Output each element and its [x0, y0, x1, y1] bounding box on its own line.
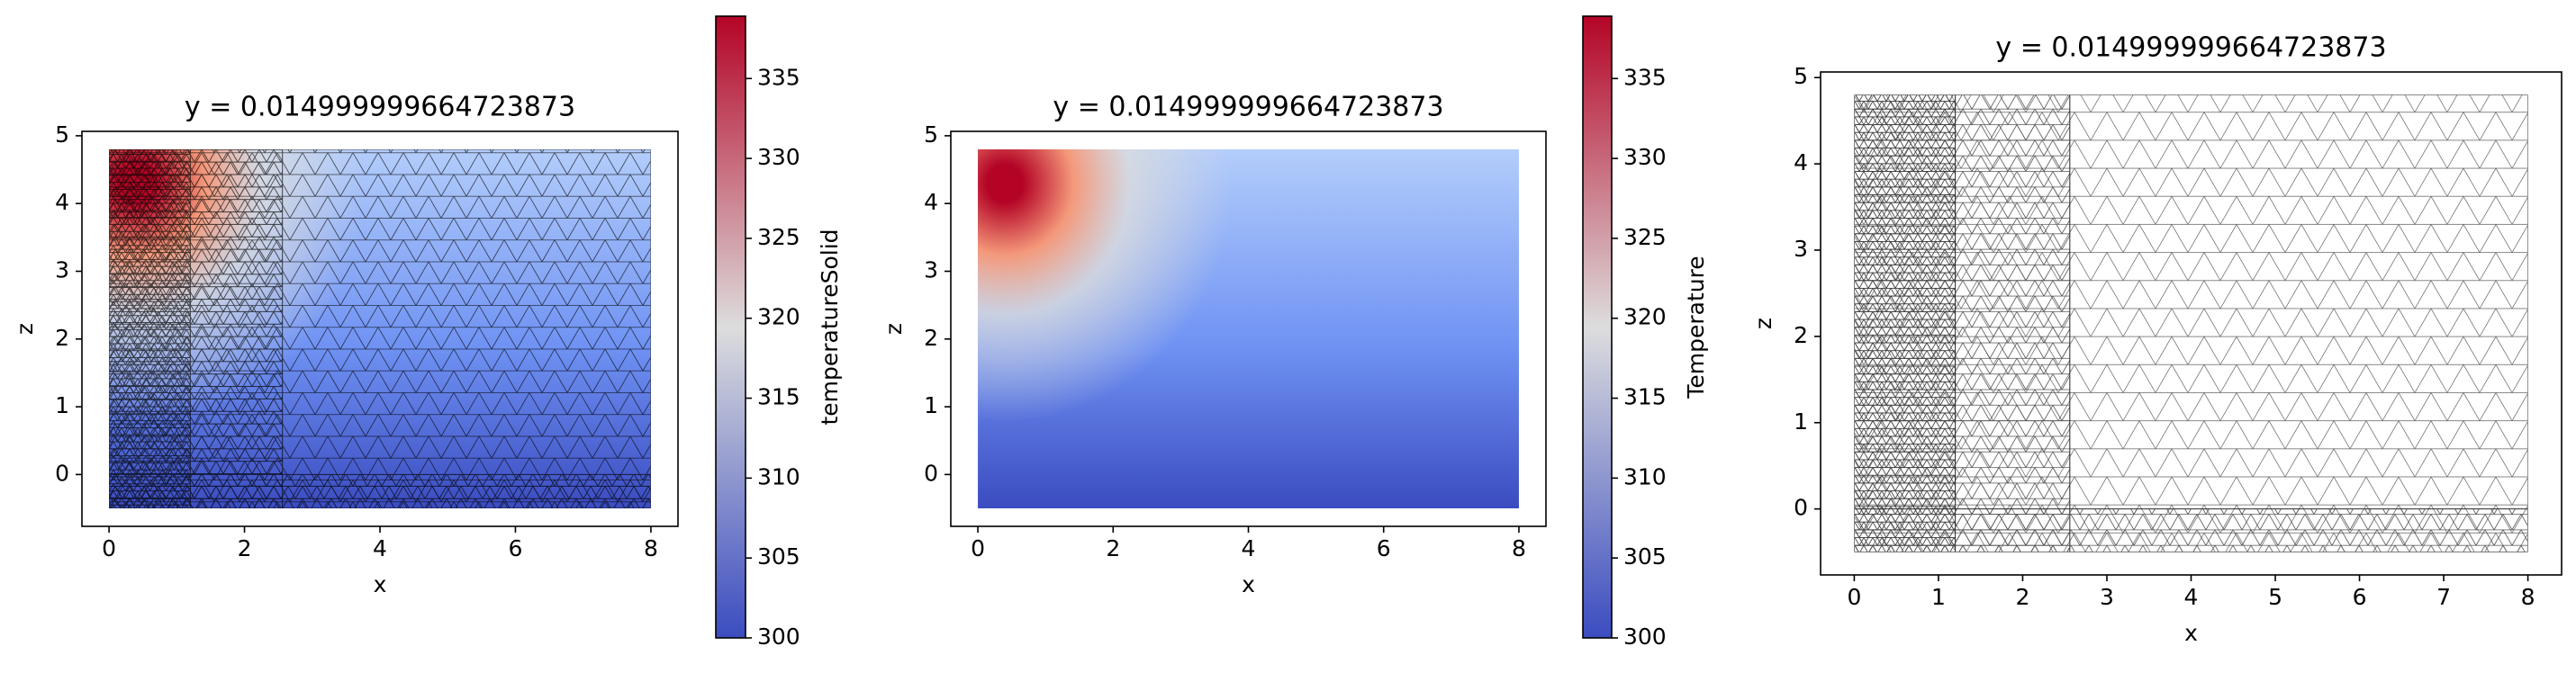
colorbar-tick-label: 325: [1623, 224, 1667, 250]
mesh-bottom: [109, 473, 651, 509]
x-tick-label: 0: [102, 535, 116, 561]
y-axis-label: z: [881, 323, 907, 335]
y-tick-label: 2: [55, 325, 69, 351]
x-tick-label: 7: [2436, 584, 2451, 610]
colorbar-tick-label: 335: [757, 64, 800, 90]
colorbar-scale: [715, 15, 746, 639]
x-tick-label: 3: [2100, 584, 2114, 610]
mesh-dense: [109, 148, 191, 509]
subplot: 0 2 4 6 8 0 1 2 3 4 5 y = 0.014999999664723873 x z: [881, 92, 1547, 597]
mesh-dense: [1854, 94, 1957, 552]
x-tick-label: 6: [1377, 535, 1391, 561]
mesh: [1854, 94, 2528, 552]
colorbar-tick-label: 330: [1623, 144, 1667, 170]
x-tick-label: 2: [1106, 535, 1120, 561]
x-axis-label: x: [1242, 571, 1255, 597]
y-tick-label: 4: [924, 189, 938, 215]
y-axis-label: z: [12, 323, 38, 335]
x-tick-label: 8: [1512, 535, 1526, 561]
y-tick-label: 2: [1794, 322, 1808, 348]
y-tick-label: 5: [1794, 63, 1808, 89]
x-tick-label: 1: [1931, 584, 1946, 610]
colorbar-tick-label: 300: [757, 624, 800, 650]
y-tick-label: 3: [55, 256, 69, 283]
colorbar-tick-label: 305: [757, 543, 800, 570]
colorbar-scale: [1582, 15, 1613, 639]
colorbar-tick-label: 315: [757, 384, 800, 410]
x-tick-label: 0: [971, 535, 985, 561]
colorbar: 300 305 310 315 320 325 330 335 temperatureSolid: [715, 15, 843, 650]
y-tick-label: 4: [1794, 149, 1808, 175]
colorbar-tick-label: 310: [1623, 463, 1667, 489]
y-tick-label: 5: [924, 121, 938, 148]
colorbar-label: Temperature: [1683, 256, 1709, 399]
y-tick-label: 0: [55, 460, 69, 486]
colorbar-tick-label: 335: [1623, 64, 1667, 90]
field: [978, 148, 1519, 509]
x-axis-label: x: [374, 571, 387, 597]
colorbar-tick-label: 325: [757, 224, 800, 250]
y-tick-label: 0: [924, 460, 938, 486]
colorbar-tick-label: 305: [1623, 543, 1667, 570]
colorbar-tick-label: 320: [1623, 304, 1667, 330]
y-tick-label: 0: [1794, 495, 1808, 521]
y-tick-label: 4: [55, 189, 69, 215]
y-tick-label: 3: [1794, 236, 1808, 262]
chart-title: y = 0.014999999664723873: [185, 92, 575, 123]
y-tick-label: 1: [924, 392, 938, 418]
y-tick-label: 3: [924, 256, 938, 283]
colorbar: 300 305 310 315 320 325 330 335 Temperature: [1582, 15, 1709, 650]
mesh: [109, 148, 651, 509]
mesh-bottom: [1854, 508, 2528, 552]
x-tick-label: 4: [2184, 584, 2199, 610]
x-tick-label: 4: [1242, 535, 1256, 561]
x-tick-label: 0: [1847, 584, 1861, 610]
x-tick-label: 6: [2353, 584, 2367, 610]
colorbar-tick-label: 320: [757, 304, 800, 330]
x-tick-label: 2: [238, 535, 252, 561]
chart-title: y = 0.014999999664723873: [1995, 32, 2386, 64]
hot-spot: [978, 148, 1519, 509]
x-tick-label: 4: [373, 535, 387, 561]
colorbar-tick-label: 330: [757, 144, 800, 170]
x-tick-label: 2: [2016, 584, 2030, 610]
y-tick-label: 5: [55, 121, 69, 148]
y-tick-label: 2: [924, 325, 938, 351]
colorbar-tick-label: 310: [757, 463, 800, 489]
x-tick-label: 6: [509, 535, 523, 561]
subplot: 0 1 2 3 4 5 6 7 8 0 1 2 3 4 5 y = 0.014999999664723873 x…: [1750, 32, 2562, 646]
subplot: 0 2 4 6 8 0 1 2 3 4 5 y = 0.014999999664723873 x z: [12, 92, 679, 597]
colorbar-label: temperatureSolid: [817, 229, 843, 425]
colorbar-tick-label: 315: [1623, 384, 1667, 410]
x-tick-label: 8: [2521, 584, 2535, 610]
y-tick-label: 1: [55, 392, 69, 418]
x-tick-label: 5: [2268, 584, 2282, 610]
chart-title: y = 0.014999999664723873: [1053, 92, 1443, 123]
colorbar-tick-label: 300: [1623, 624, 1667, 650]
x-tick-label: 8: [644, 535, 658, 561]
x-axis-label: x: [2184, 620, 2198, 646]
y-tick-label: 1: [1794, 408, 1808, 435]
y-axis-label: z: [1750, 318, 1776, 329]
